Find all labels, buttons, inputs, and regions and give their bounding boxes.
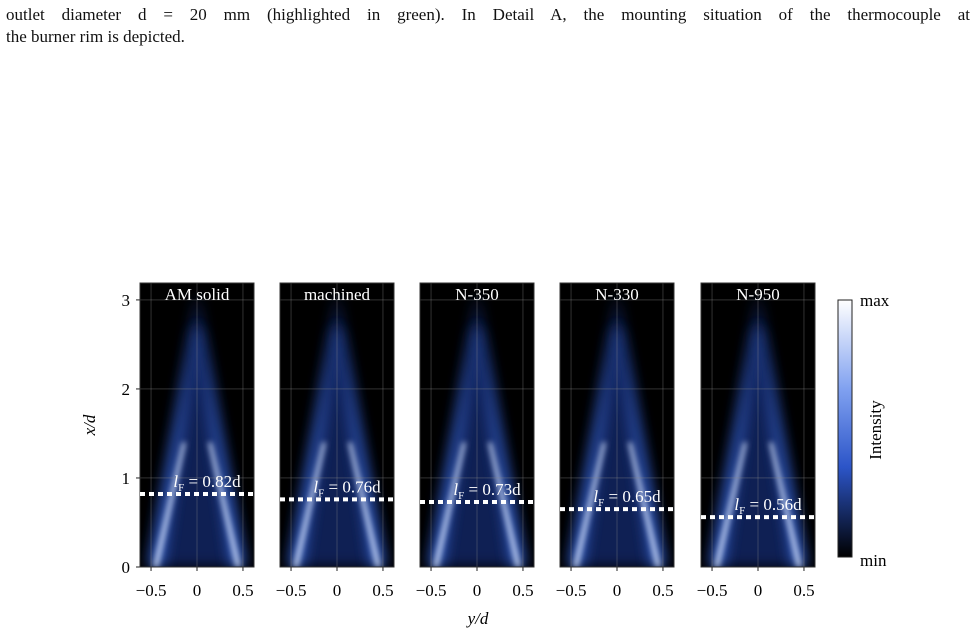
flame-branch xyxy=(431,323,477,567)
x-axis-label: y/d xyxy=(466,609,489,628)
flame-core xyxy=(572,442,606,567)
flame-branch xyxy=(291,323,337,567)
x-tick-label: 0 xyxy=(613,581,622,600)
label-symbol: l xyxy=(453,480,458,499)
panel-title: AM solid xyxy=(165,285,230,304)
flame-core xyxy=(432,442,466,567)
flame-branch xyxy=(197,323,243,567)
x-tick-label: 0.5 xyxy=(652,581,673,600)
flame-length-label: lF = 0.73d xyxy=(453,480,521,502)
label-symbol: l xyxy=(734,495,739,514)
panel-frame xyxy=(559,282,675,568)
panel-frame xyxy=(139,282,255,568)
flame-branch xyxy=(758,323,804,567)
text-line: the burner rim is depicted. xyxy=(6,27,185,46)
x-tick-label: 0 xyxy=(193,581,202,600)
label-value: = 0.82d xyxy=(184,472,241,491)
label-subscript: F xyxy=(598,497,604,509)
flame-core xyxy=(208,442,242,567)
label-symbol: l xyxy=(313,477,318,496)
panel-frame xyxy=(700,282,816,568)
flame-core xyxy=(488,442,522,567)
flame-core xyxy=(769,442,803,567)
x-tick-label: 0 xyxy=(754,581,763,600)
flame-core xyxy=(152,442,186,567)
x-tick-label: 0 xyxy=(333,581,342,600)
flame-length-label: lF = 0.76d xyxy=(313,477,381,499)
paragraph: outlet diameter d = 20 mm (highlighted i… xyxy=(6,4,970,48)
panel-title: machined xyxy=(304,285,371,304)
y-tick-label: 3 xyxy=(122,291,131,310)
x-tick-label: −0.5 xyxy=(416,581,447,600)
colorbar-max: max xyxy=(860,291,890,310)
panel-title: N-950 xyxy=(736,285,779,304)
text-line: outlet diameter d = 20 mm (highlighted i… xyxy=(6,5,970,24)
flame-branch xyxy=(617,323,663,567)
flame-branch xyxy=(712,323,758,567)
flame-core xyxy=(713,442,747,567)
x-tick-label: 0.5 xyxy=(232,581,253,600)
y-tick-label: 2 xyxy=(122,380,131,399)
flame-length-label: lF = 0.82d xyxy=(173,472,241,494)
label-symbol: l xyxy=(173,472,178,491)
flame-branch xyxy=(477,323,523,567)
label-subscript: F xyxy=(178,482,184,494)
panel-frame xyxy=(279,282,395,568)
label-symbol: l xyxy=(593,487,598,506)
flame-branch xyxy=(571,323,617,567)
x-tick-label: 0.5 xyxy=(512,581,533,600)
label-subscript: F xyxy=(739,505,745,517)
panel-title: N-350 xyxy=(455,285,498,304)
flame-core xyxy=(628,442,662,567)
x-tick-label: 0 xyxy=(473,581,482,600)
y-axis-label: x/d xyxy=(80,414,99,436)
colorbar-label: Intensity xyxy=(866,400,885,460)
flame-length-label: lF = 0.65d xyxy=(593,487,661,509)
y-tick-label: 1 xyxy=(122,469,131,488)
x-tick-label: −0.5 xyxy=(697,581,728,600)
y-tick-label: 0 xyxy=(122,558,131,577)
flame-core xyxy=(292,442,326,567)
panel-title: N-330 xyxy=(595,285,638,304)
label-value: = 0.76d xyxy=(324,477,381,496)
label-subscript: F xyxy=(458,490,464,502)
x-tick-label: 0.5 xyxy=(793,581,814,600)
colorbar xyxy=(837,299,853,558)
x-tick-label: −0.5 xyxy=(276,581,307,600)
label-subscript: F xyxy=(318,487,324,499)
x-tick-label: 0.5 xyxy=(372,581,393,600)
colorbar-min: min xyxy=(860,551,887,570)
label-value: = 0.65d xyxy=(604,487,661,506)
flame-branch xyxy=(151,323,197,567)
label-value: = 0.73d xyxy=(464,480,521,499)
panel-frame xyxy=(419,282,535,568)
flame-core xyxy=(348,442,382,567)
label-value: = 0.56d xyxy=(745,495,802,514)
x-tick-label: −0.5 xyxy=(556,581,587,600)
flame-length-label: lF = 0.56d xyxy=(734,495,802,517)
x-tick-label: −0.5 xyxy=(136,581,167,600)
flame-branch xyxy=(337,323,383,567)
